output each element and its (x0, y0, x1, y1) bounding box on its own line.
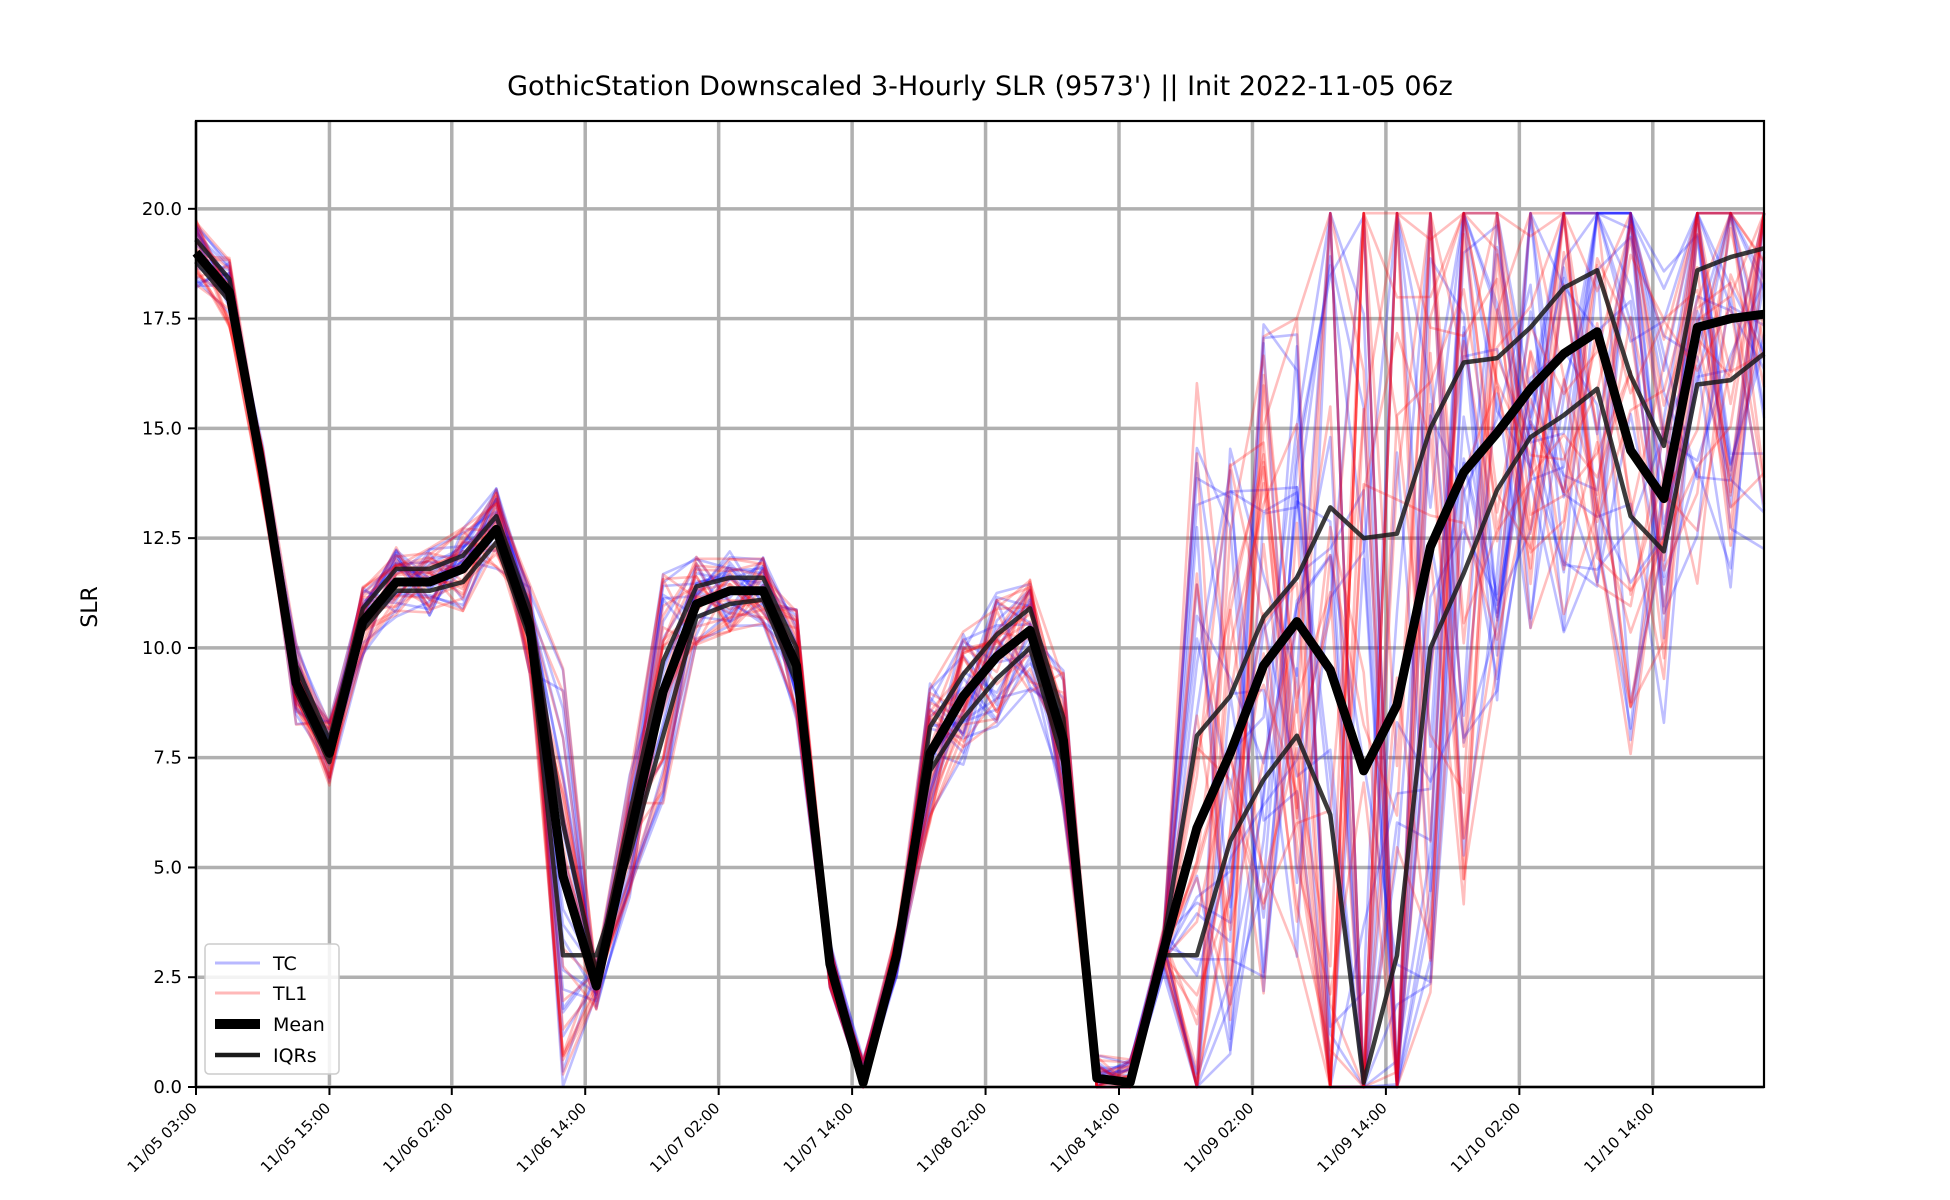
y-tick-label: 5.0 (153, 857, 182, 878)
y-tick-label: 2.5 (153, 967, 182, 988)
y-ticks: 0.0 2.5 5.0 7.5 10.0 12.5 15.0 17.5 20.0 (142, 199, 196, 1098)
tl1-member-line (195, 211, 1766, 1089)
tc-member-line (195, 211, 1766, 1089)
tl1-member-line (194, 211, 1766, 1089)
tc-member-line (195, 211, 1764, 1089)
tl1-member-line (195, 211, 1766, 1089)
x-tick-label: 11/05 03:00 (124, 1099, 201, 1176)
legend-label-tc: TC (272, 953, 297, 975)
tl1-member-line (194, 212, 1766, 1089)
tl1-member-line (195, 211, 1766, 1089)
tc-member-line (195, 211, 1766, 1089)
tc-member-line (195, 211, 1766, 1089)
tl1-member-line (194, 211, 1766, 1089)
x-tick-label: 11/08 14:00 (1047, 1099, 1124, 1176)
legend-label-mean: Mean (273, 1014, 325, 1036)
legend-label-iqrs: IQRs (273, 1045, 317, 1067)
x-ticks: 11/05 03:00 11/05 15:00 11/06 02:00 11/06 1… (124, 1087, 1658, 1176)
x-tick-label: 11/09 14:00 (1313, 1099, 1390, 1176)
y-tick-label: 7.5 (153, 748, 182, 769)
tl1-member-line (195, 211, 1765, 1089)
iqr-line (194, 238, 1765, 1085)
ensemble-members (194, 211, 1766, 1089)
tl1-member-line (195, 211, 1764, 1089)
tl1-member-line (194, 211, 1766, 1089)
tl1-member-line (194, 211, 1766, 1089)
chart-title: GothicStation Downscaled 3-Hourly SLR (9… (507, 71, 1453, 102)
legend-label-tl1: TL1 (272, 983, 307, 1005)
tc-member-line (194, 211, 1765, 1089)
tl1-member-line (194, 211, 1766, 1089)
tl1-member-line (195, 211, 1766, 1089)
tl1-member-line (194, 211, 1766, 1089)
x-tick-label: 11/10 02:00 (1447, 1099, 1524, 1176)
tl1-member-line (195, 211, 1765, 1089)
tc-member-line (194, 211, 1766, 1089)
y-tick-label: 15.0 (142, 418, 182, 439)
x-tick-label: 11/09 02:00 (1180, 1099, 1257, 1176)
x-tick-label: 11/06 02:00 (379, 1099, 456, 1176)
tc-member-line (195, 211, 1766, 1089)
tc-member-line (195, 211, 1766, 1076)
x-tick-label: 11/05 15:00 (257, 1099, 334, 1176)
tl1-member-line (194, 211, 1766, 1089)
x-tick-label: 11/07 14:00 (780, 1099, 857, 1176)
mean-line (192, 249, 1765, 1088)
y-axis-label: SLR (78, 586, 103, 628)
y-tick-label: 12.5 (142, 528, 182, 549)
x-tick-label: 11/06 14:00 (513, 1099, 590, 1176)
y-tick-label: 0.0 (153, 1077, 182, 1098)
tc-member-line (194, 211, 1766, 1089)
x-tick-label: 11/07 02:00 (646, 1099, 723, 1176)
tl1-member-line (195, 211, 1766, 1089)
legend: TC TL1 Mean IQRs (204, 943, 340, 1075)
tc-member-line (195, 211, 1766, 1089)
tc-member-line (194, 211, 1766, 1089)
y-tick-label: 20.0 (142, 199, 182, 220)
tl1-member-line (194, 211, 1766, 1089)
tl1-member-line (194, 211, 1766, 1089)
x-tick-label: 11/10 14:00 (1580, 1099, 1657, 1176)
tc-member-line (194, 211, 1766, 1089)
tc-member-line (194, 211, 1766, 1089)
y-tick-label: 10.0 (142, 638, 182, 659)
tc-member-line (194, 211, 1766, 1089)
tc-member-line (195, 211, 1765, 1089)
tc-member-line (195, 213, 1766, 1089)
grid (194, 121, 1764, 1089)
tc-member-line (195, 211, 1766, 1089)
tl1-member-line (195, 211, 1764, 1089)
tc-member-line (194, 211, 1766, 1089)
tl1-member-line (195, 211, 1766, 1089)
tc-member-line (194, 211, 1764, 1089)
y-tick-label: 17.5 (142, 309, 182, 330)
summary-series (192, 238, 1766, 1088)
tc-member-line (195, 235, 1765, 1089)
x-tick-label: 11/08 02:00 (913, 1099, 990, 1176)
legend-box (204, 943, 340, 1075)
tc-member-line (195, 211, 1766, 1089)
tl1-member-line (194, 211, 1766, 1089)
plot-frame (194, 119, 1766, 1089)
iqr-line (194, 260, 1766, 1085)
tl1-member-line (195, 211, 1766, 1089)
tc-member-line (195, 211, 1766, 1089)
